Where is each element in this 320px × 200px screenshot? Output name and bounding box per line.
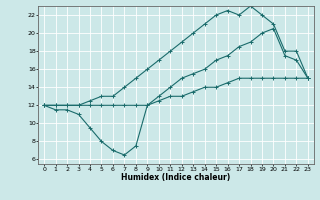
X-axis label: Humidex (Indice chaleur): Humidex (Indice chaleur) <box>121 173 231 182</box>
